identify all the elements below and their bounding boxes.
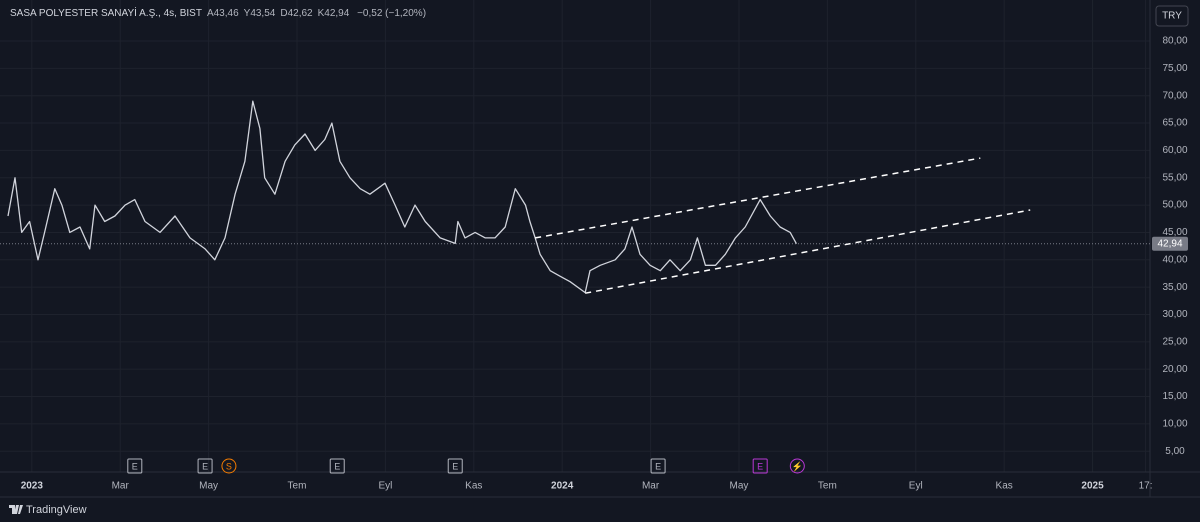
grid xyxy=(0,0,1150,472)
change: −0,52 (−1,20%) xyxy=(357,8,427,19)
event-label: ⚡ xyxy=(792,460,803,472)
ohlc-value: 42,94 xyxy=(324,8,350,19)
currency[interactable]: TRY xyxy=(1162,11,1182,22)
last-price-badge xyxy=(1152,236,1188,251)
y-tick-label: 75,00 xyxy=(1162,63,1187,74)
ohlc-value: 43,46 xyxy=(213,8,239,19)
event-label: E xyxy=(334,461,340,471)
y-tick-label: 10,00 xyxy=(1162,419,1187,430)
y-tick-label: 70,00 xyxy=(1162,90,1187,101)
y-tick-label: 25,00 xyxy=(1162,336,1187,347)
y-tick-label: 45,00 xyxy=(1162,227,1187,238)
y-tick-label: 55,00 xyxy=(1162,172,1187,183)
event-label: S xyxy=(226,461,232,471)
event-label: E xyxy=(202,461,208,471)
event-marker xyxy=(197,458,213,474)
symbol-title: SASA POLYESTER SANAYİ A.Ş., 4s, BIST xyxy=(10,8,202,19)
x-tick-label: Mar xyxy=(112,481,130,492)
x-tick-label: 2024 xyxy=(551,481,574,492)
event-marker xyxy=(447,458,463,474)
y-tick-label: 50,00 xyxy=(1162,200,1187,211)
currency-button[interactable] xyxy=(1155,5,1189,27)
y-tick-label: 35,00 xyxy=(1162,282,1187,293)
y-tick-label: 60,00 xyxy=(1162,145,1187,156)
x-tick-label: 2023 xyxy=(21,481,44,492)
x-tick-label: Tem xyxy=(288,481,307,492)
x-tick-label: Eyl xyxy=(378,481,392,492)
ohlc-key: D xyxy=(280,8,288,19)
ohlc-key: A xyxy=(206,8,214,19)
trend-line xyxy=(585,209,1031,294)
event-marker xyxy=(752,458,768,474)
y-tick-label: 40,00 xyxy=(1162,254,1187,265)
event-marker xyxy=(127,458,143,474)
y-tick-label: 65,00 xyxy=(1162,118,1187,129)
ohlc-key: Y xyxy=(243,8,251,19)
event-label: E xyxy=(655,461,661,471)
ohlc-value: 42,62 xyxy=(287,8,313,19)
event-marker xyxy=(650,458,666,474)
x-tick-label: May xyxy=(730,481,749,492)
last-price-label: 42,94 xyxy=(1157,238,1182,249)
y-tick-label: 30,00 xyxy=(1162,309,1187,320)
x-tick-label: Mar xyxy=(642,481,660,492)
event-label: E xyxy=(757,461,763,471)
event-label: E xyxy=(132,461,138,471)
x-tick-label: 2025 xyxy=(1081,481,1104,492)
x-tick-label: May xyxy=(199,481,218,492)
event-label: E xyxy=(452,461,458,471)
ohlc-key: K xyxy=(317,8,325,19)
ohlc: A43,46 Y43,54 D42,62 K42,94 xyxy=(202,8,349,19)
x-tick-label: Kas xyxy=(465,481,482,492)
ohlc-value: 43,54 xyxy=(250,8,276,19)
trend-line xyxy=(535,157,981,239)
brand: TradingView xyxy=(26,504,87,516)
logo-icon xyxy=(9,505,23,514)
y-tick-label: 5,00 xyxy=(1165,446,1185,457)
event-marker xyxy=(221,458,237,474)
y-tick-label: 80,00 xyxy=(1162,36,1187,47)
logo xyxy=(9,505,23,514)
legend: SASA POLYESTER SANAYİ A.Ş., 4s, BIST A43,… xyxy=(10,8,426,19)
y-tick-label: 20,00 xyxy=(1162,364,1187,375)
x-tick-label: 17: xyxy=(1139,481,1153,492)
event-marker xyxy=(789,458,805,474)
price-line xyxy=(7,100,797,294)
y-tick-label: 15,00 xyxy=(1162,391,1187,402)
x-tick-label: Kas xyxy=(996,481,1013,492)
x-tick-label: Tem xyxy=(818,481,837,492)
event-marker xyxy=(329,458,345,474)
x-tick-label: Eyl xyxy=(909,481,923,492)
